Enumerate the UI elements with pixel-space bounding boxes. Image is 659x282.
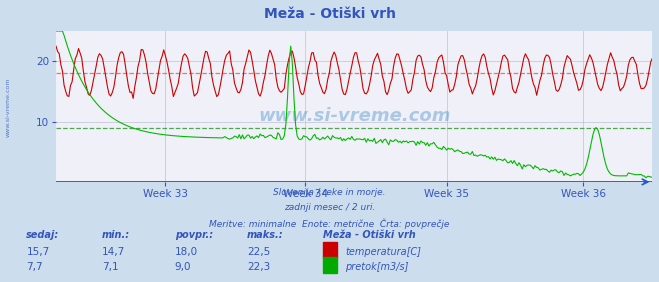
Text: povpr.:: povpr.: [175, 230, 213, 240]
Text: 9,0: 9,0 [175, 262, 191, 272]
Text: 7,7: 7,7 [26, 262, 43, 272]
Text: 14,7: 14,7 [102, 247, 125, 257]
Text: Meritve: minimalne  Enote: metrične  Črta: povprečje: Meritve: minimalne Enote: metrične Črta:… [210, 219, 449, 229]
Text: 18,0: 18,0 [175, 247, 198, 257]
Text: 22,3: 22,3 [247, 262, 270, 272]
Text: maks.:: maks.: [247, 230, 284, 240]
Text: pretok[m3/s]: pretok[m3/s] [345, 262, 409, 272]
Text: Meža - Otiški vrh: Meža - Otiški vrh [323, 230, 416, 240]
Text: min.:: min.: [102, 230, 130, 240]
Text: www.si-vreme.com: www.si-vreme.com [5, 78, 11, 137]
Text: Meža - Otiški vrh: Meža - Otiški vrh [264, 7, 395, 21]
Text: Slovenija / reke in morje.: Slovenija / reke in morje. [273, 188, 386, 197]
Text: temperatura[C]: temperatura[C] [345, 247, 421, 257]
Text: 15,7: 15,7 [26, 247, 49, 257]
Text: sedaj:: sedaj: [26, 230, 59, 240]
Text: www.si-vreme.com: www.si-vreme.com [258, 107, 451, 125]
Text: zadnji mesec / 2 uri.: zadnji mesec / 2 uri. [284, 203, 375, 212]
Text: 7,1: 7,1 [102, 262, 119, 272]
Text: 22,5: 22,5 [247, 247, 270, 257]
